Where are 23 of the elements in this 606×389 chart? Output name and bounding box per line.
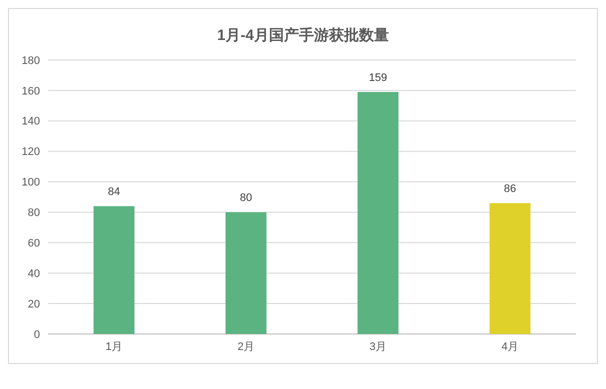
data-label: 159	[368, 72, 388, 84]
bar	[226, 212, 266, 334]
x-tick-label: 1月	[105, 341, 123, 353]
y-tick-label: 20	[28, 298, 40, 310]
y-tick-label: 0	[34, 328, 40, 341]
y-tick-label: 60	[28, 238, 40, 250]
y-tick-label: 160	[22, 85, 40, 98]
y-tick-label: 100	[22, 176, 40, 189]
x-tick-label: 2月	[237, 341, 255, 353]
data-label: 86	[504, 183, 516, 196]
data-label: 80	[240, 192, 252, 204]
y-tick-label: 40	[28, 268, 40, 280]
chart-title: 1月-4月国产手游获批数量	[217, 27, 389, 44]
y-tick-label: 120	[22, 146, 40, 158]
bar	[94, 206, 134, 334]
bar	[490, 203, 530, 334]
bar	[358, 92, 398, 334]
x-tick-label: 4月	[501, 341, 519, 353]
data-label: 84	[108, 186, 120, 198]
y-tick-label: 180	[22, 54, 40, 67]
y-tick-label: 80	[28, 207, 40, 220]
x-tick-label: 3月	[369, 341, 387, 353]
y-tick-label: 140	[22, 116, 40, 128]
